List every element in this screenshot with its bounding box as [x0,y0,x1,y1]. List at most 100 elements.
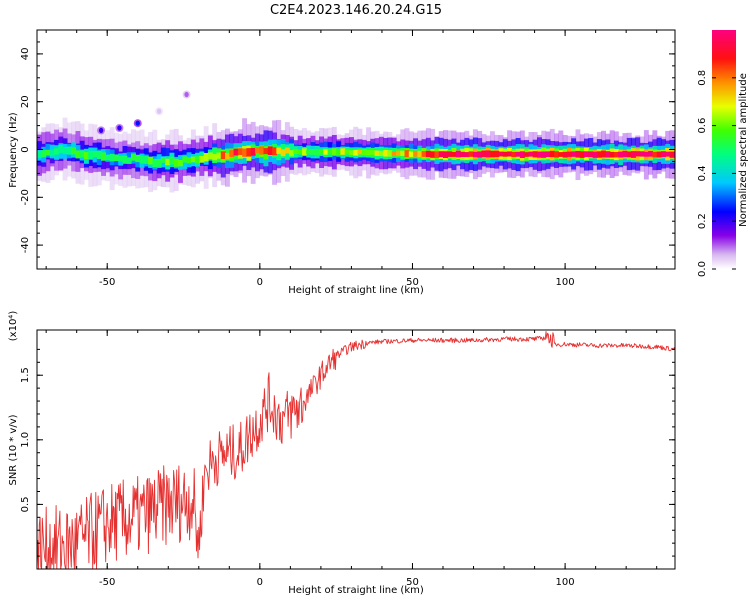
heatmap-cell [588,151,594,158]
heatmap-cell [669,151,675,158]
x-tick-label: -50 [99,277,115,288]
heatmap-cell [609,151,615,158]
heatmap-cell [605,151,611,158]
heatmap-cell [613,152,619,158]
heatmap-cell [673,151,675,157]
heatmap-cell [562,151,568,158]
heatmap-cell [113,154,119,162]
heatmap-cell [635,151,641,157]
heatmap-blob-core [156,108,162,114]
y-tick-label: 1.0 [20,432,31,448]
snr-y-scale-label: (x10⁴) [8,311,19,342]
spectrogram-panel: -50 0 50 100 -40 -20 0 20 40 Height of straight … [8,29,676,296]
heatmap-cell [79,150,85,158]
heatmap-cell [302,148,307,156]
heatmap-cell [169,156,175,165]
heatmap-cell [584,151,589,158]
heatmap-cell [178,160,183,167]
heatmap-cell [88,150,94,159]
x-tick-label: 0 [257,277,263,288]
heatmap-cell [366,149,371,156]
heatmap-cell [596,151,602,158]
heatmap-cell [336,149,342,155]
heatmap-cell [601,150,606,158]
heatmap-blob-core [135,120,140,126]
heatmap-cell [507,151,512,157]
chart-title: C2E4.2023.146.20.24.G15 [270,3,442,18]
colorbar-tick-label: 0.0 [697,261,708,277]
heatmap-cell [319,149,324,155]
heatmap-cell [464,152,470,158]
heatmap-cell [421,151,427,157]
snr-panel: -50 0 50 100 0.5 1.0 1.5 Height of straight li… [8,311,676,596]
heatmap-cell [502,151,508,157]
heatmap-cell [41,150,47,158]
heatmap-cell [54,148,59,155]
snr-y-axis-label: SNR (10 * v/v) [8,414,19,485]
heatmap-blob-core [184,91,189,98]
heatmap-cell [233,148,239,156]
heatmap-cell [259,146,265,155]
heatmap-cell [622,150,628,158]
heatmap-cell [541,151,547,158]
snr-plot-area [37,330,675,569]
heatmap-cell [652,151,658,158]
heatmap-cell [212,154,218,161]
x-tick-label: 100 [556,577,575,588]
heatmap-cell [481,150,487,158]
heatmap-cell [66,146,72,155]
heatmap-cell [515,151,521,157]
heatmap-cell [554,151,559,158]
y-tick-label: 20 [20,95,31,108]
heatmap-cell [267,146,273,155]
heatmap-cell [331,148,337,155]
heatmap-cell [45,149,51,156]
heatmap-cell [37,150,42,159]
heatmap-cell [49,149,55,157]
spectrogram-y-axis-label: Frequency (Hz) [8,112,19,188]
colorbar-tick-label: 0.8 [697,70,708,86]
heatmap-cell [156,159,162,167]
heatmap-cell [361,149,367,156]
heatmap-cell [357,149,363,155]
heatmap-cell [195,156,200,164]
heatmap-cell [101,152,106,161]
heatmap-cell [203,153,209,162]
heatmap-cell [571,151,577,157]
heatmap-cell [280,149,286,157]
heatmap-cell [190,156,196,163]
heatmap-cell [289,150,294,157]
heatmap-cell [579,151,585,158]
heatmap-cell [490,150,495,158]
heatmap-cell [528,151,534,157]
heatmap-cell [75,150,81,159]
heatmap-cell [374,150,380,156]
heatmap-cell [383,150,389,157]
heatmap-cell [592,151,598,158]
heatmap-cell [387,150,393,157]
heatmap-cell [314,149,320,156]
heatmap-cell [396,150,401,156]
heatmap-cell [237,148,243,155]
heatmap-cell [438,151,444,158]
heatmap-cell [468,151,474,157]
x-tick-label: 100 [556,277,575,288]
heatmap-cell [344,149,350,155]
snr-frame [36,329,676,570]
heatmap-cell [477,151,483,158]
heatmap-cell [575,150,581,158]
heatmap-cell [430,151,436,158]
y-tick-label: 0 [20,146,31,152]
heatmap-cell [126,157,132,164]
heatmap-cell [306,149,312,155]
heatmap-cell [58,145,64,154]
heatmap-cell [284,147,290,154]
heatmap-cell [96,150,102,159]
heatmap-cell [122,155,128,164]
spectrogram-heatmap [37,90,675,193]
heatmap-cell [216,152,222,159]
heatmap-cell [566,151,572,157]
heatmap-cell [340,148,346,155]
heatmap-cell [143,156,149,164]
